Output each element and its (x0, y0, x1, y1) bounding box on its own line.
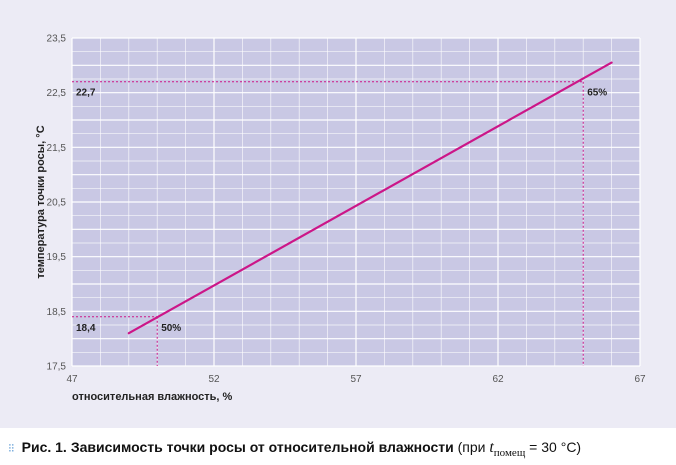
y-tick-labels: 17,5 18,5 19,5 20,5 21,5 22,5 23,5 (47, 34, 67, 373)
annotation-labels: 18,4 50% 22,7 65% (76, 88, 607, 334)
caption-dots-icon: ⁝⁝ (8, 441, 15, 455)
y-axis-title: температура точки росы, °С (35, 125, 47, 278)
y-tick-label: 20,5 (47, 198, 67, 209)
x-tick-label: 52 (208, 374, 220, 385)
condition-subscript: помещ (493, 446, 526, 459)
series-line (127, 61, 613, 335)
y-tick-label: 17,5 (47, 362, 67, 373)
y-tick-label: 19,5 (47, 252, 67, 263)
x-tick-label: 67 (634, 374, 646, 385)
figure-title: Зависимость точки росы от относительной … (70, 439, 454, 455)
y-tick-label: 21,5 (47, 143, 67, 154)
condition-variable: t (489, 439, 494, 456)
chart-panel: 47 52 57 62 67 17,5 18,5 19,5 20,5 21,5 22,5 23,5 … (0, 0, 676, 428)
figure-condition: (при tпомещ = 30 °С) (457, 439, 582, 459)
figure-label: Рис. 1. (21, 439, 67, 455)
annotation-x-value: 50% (161, 323, 181, 334)
guide-lines (72, 81, 584, 366)
annotation-y-value: 18,4 (76, 323, 96, 334)
grid-lines (71, 37, 641, 367)
y-tick-label: 22,5 (47, 88, 67, 99)
x-axis-title: относительная влажность, % (72, 391, 233, 403)
annotation-y-value: 22,7 (76, 88, 96, 99)
y-tick-label: 23,5 (47, 34, 67, 45)
condition-close: = 30 °С) (525, 439, 582, 455)
x-tick-labels: 47 52 57 62 67 (66, 374, 646, 385)
figure-caption: ⁝⁝ Рис. 1. Зависимость точки росы от относ… (8, 436, 672, 459)
x-tick-label: 57 (350, 374, 362, 385)
x-tick-label: 47 (66, 374, 78, 385)
condition-open: (при (457, 439, 490, 455)
y-tick-label: 18,5 (47, 307, 67, 318)
x-tick-label: 62 (492, 374, 504, 385)
dew-point-chart: 47 52 57 62 67 17,518,519,520,521,522,523,5 … (35, 34, 646, 404)
series-layer (127, 61, 613, 335)
annotation-x-value: 65% (587, 88, 607, 99)
